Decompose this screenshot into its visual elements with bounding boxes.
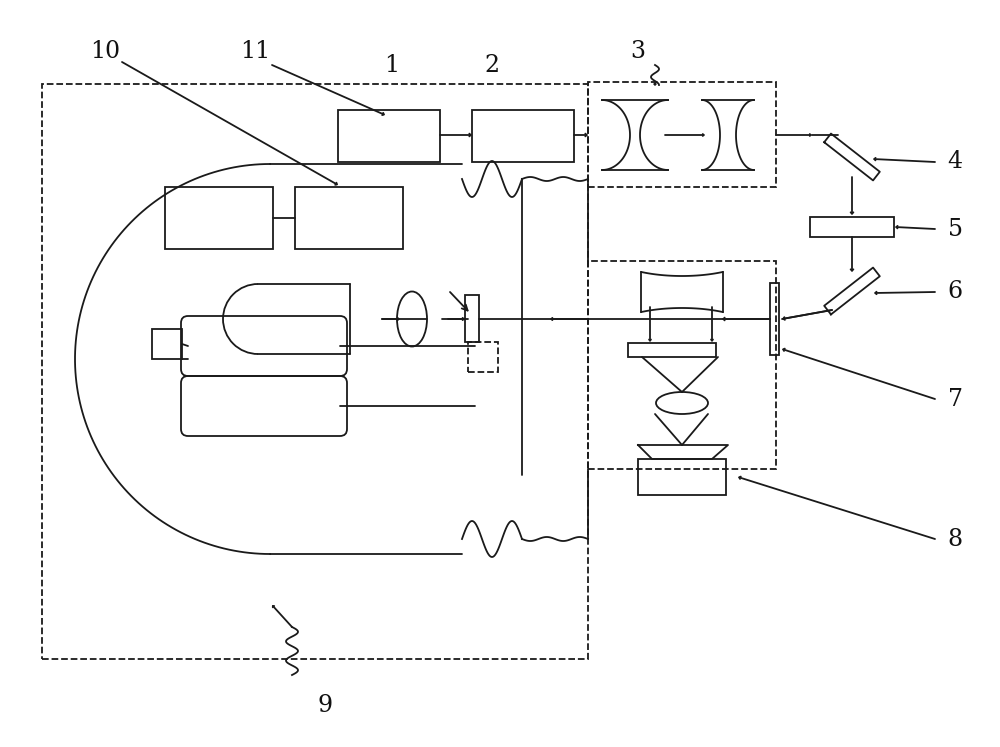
Bar [810,217,894,237]
Bar [588,82,776,187]
Bar [165,187,273,249]
Bar [588,261,776,469]
Text: 1: 1 [384,54,400,76]
Text: 8: 8 [947,527,963,551]
Bar [295,187,403,249]
Bar [628,343,716,357]
Bar [338,110,440,162]
Text: 7: 7 [948,388,963,411]
Bar [152,329,182,359]
Bar [465,295,479,342]
Bar [770,283,779,355]
Bar [638,459,726,495]
Text: 11: 11 [240,40,270,63]
Bar [472,110,574,162]
Text: 9: 9 [317,693,333,716]
Text: 6: 6 [947,281,963,303]
Text: 4: 4 [947,150,963,173]
Bar [42,84,588,659]
Bar [468,342,498,372]
Text: 2: 2 [484,54,500,76]
Text: 3: 3 [631,40,646,63]
Text: 10: 10 [90,40,120,63]
Text: 5: 5 [948,217,963,241]
